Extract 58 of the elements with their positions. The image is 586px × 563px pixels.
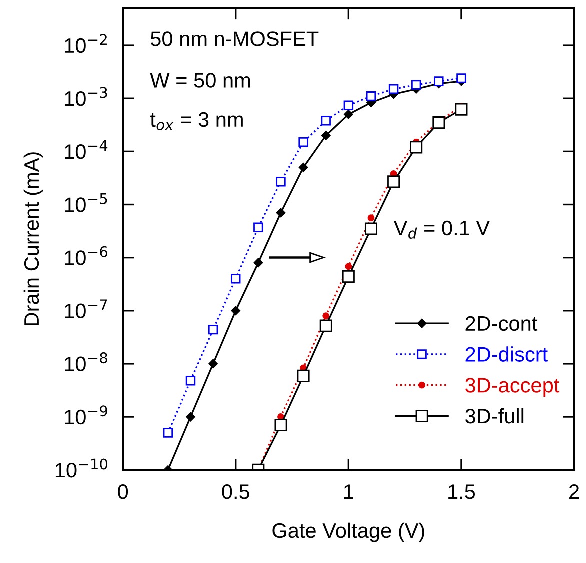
point xyxy=(344,110,354,120)
y-tick-label: 10$^{−7}$ xyxy=(65,300,108,319)
y-tick-label: 10$^{−8}$ xyxy=(65,352,108,372)
point xyxy=(321,131,331,140)
point xyxy=(186,376,196,386)
point xyxy=(298,163,308,172)
y-tick-label: 10$^{−6}$ xyxy=(65,246,108,266)
x-tick-label: 1 xyxy=(344,484,354,500)
point xyxy=(368,214,375,222)
point xyxy=(254,222,264,233)
point xyxy=(410,141,423,154)
legend-label: 3D-full xyxy=(466,408,524,424)
x-tick-label: 1.5 xyxy=(448,484,476,500)
point xyxy=(274,419,288,432)
legend-label: 2D-discrt xyxy=(466,346,548,362)
point xyxy=(388,176,400,188)
point xyxy=(364,222,378,236)
point xyxy=(276,176,286,187)
x-tick-label: 0.5 xyxy=(222,484,250,500)
point xyxy=(432,116,446,130)
annotation: W = 50 nm xyxy=(150,73,250,88)
x-tick-label: 0 xyxy=(118,484,128,500)
point xyxy=(231,274,241,284)
point xyxy=(342,270,355,283)
point xyxy=(254,258,264,268)
point xyxy=(345,263,352,270)
x-axis-title: Gate Voltage (V) xyxy=(272,522,424,542)
point xyxy=(231,306,240,316)
y-axis-title: Drain Current (mA) xyxy=(24,152,44,326)
legend-label: 3D-accept xyxy=(466,378,560,397)
point xyxy=(456,74,466,84)
legend-label: 2D-cont xyxy=(466,316,538,332)
y-tick-label: 10$^{−10}$ xyxy=(56,458,108,478)
point xyxy=(321,116,331,126)
point xyxy=(320,320,332,332)
point xyxy=(298,137,308,148)
point xyxy=(455,103,468,116)
y-tick-label: 10$^{−2}$ xyxy=(65,34,107,54)
point xyxy=(388,84,399,94)
point xyxy=(434,76,444,86)
annotation: V$_{d}$ = 0.1 V xyxy=(394,220,490,240)
point xyxy=(276,208,286,218)
y-tick-label: 10$^{−9}$ xyxy=(65,406,108,425)
point xyxy=(208,324,218,335)
point xyxy=(411,80,422,90)
annotation: t$_{ox}$ = 3 nm xyxy=(150,112,243,131)
point xyxy=(322,312,330,320)
y-tick-label: 10$^{−5}$ xyxy=(65,194,108,212)
point xyxy=(163,428,174,438)
annotation: 50 nm n-MOSFET xyxy=(150,32,319,46)
y-tick-label: 10$^{−3}$ xyxy=(65,87,108,106)
x-tick-label: 2 xyxy=(570,484,580,500)
point xyxy=(297,370,310,382)
point xyxy=(186,412,196,422)
point xyxy=(344,100,354,110)
y-tick-label: 10$^{−4}$ xyxy=(65,140,108,160)
point xyxy=(208,359,218,369)
point xyxy=(366,92,376,102)
